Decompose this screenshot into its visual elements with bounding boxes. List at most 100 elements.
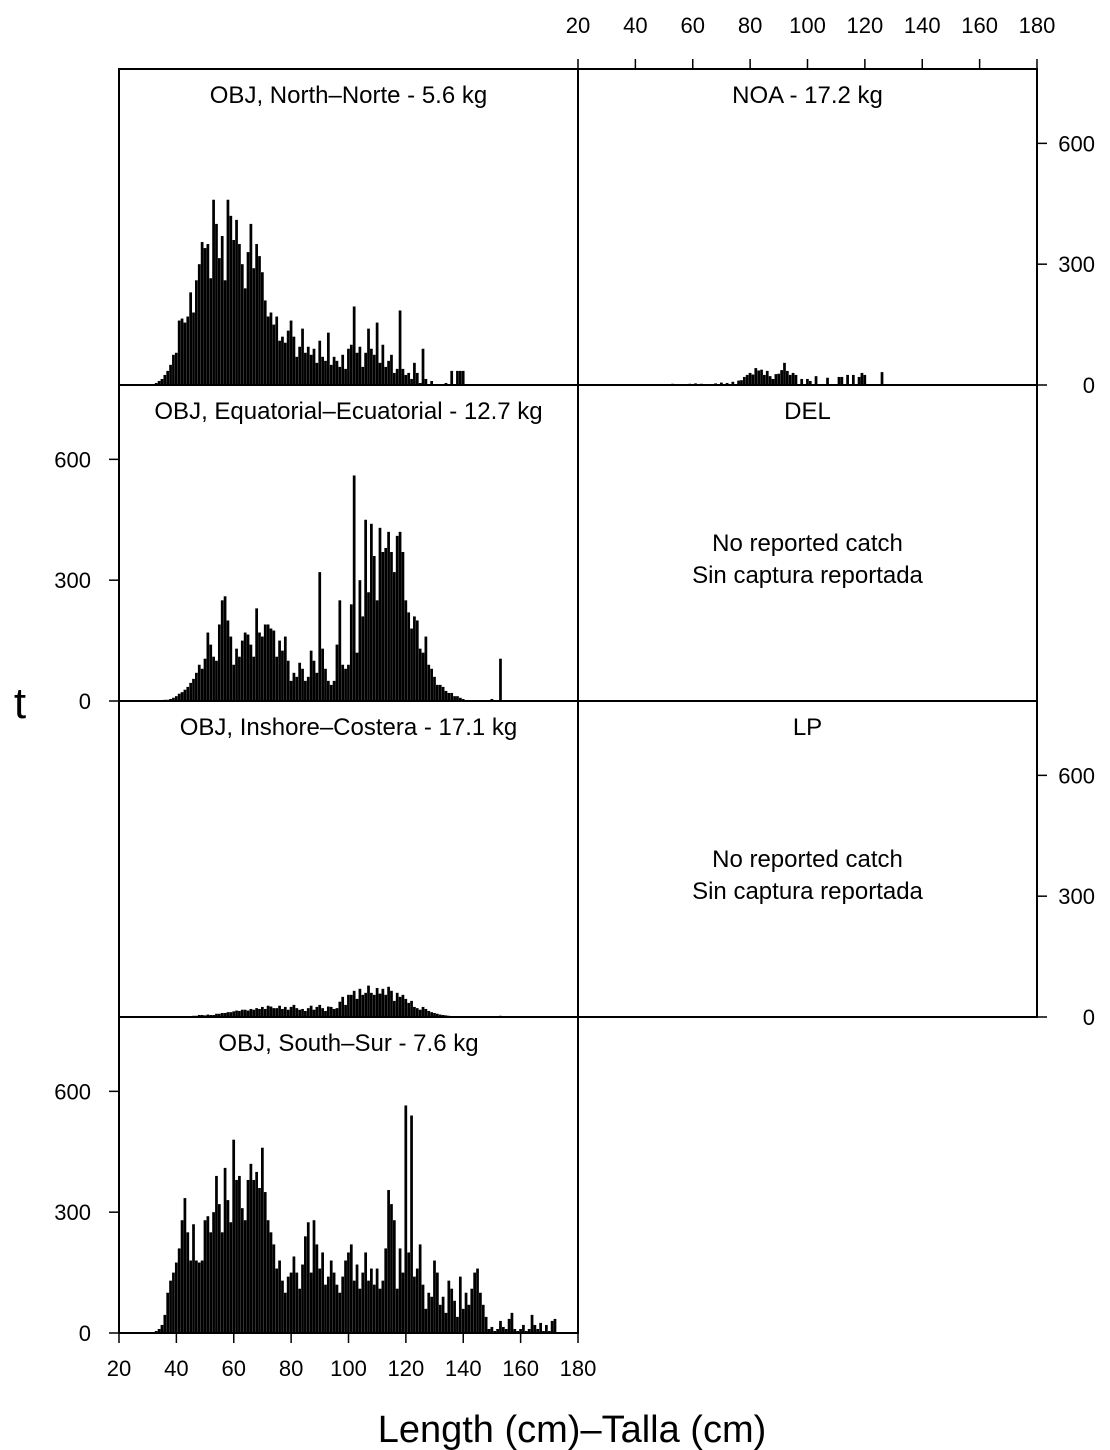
bar — [275, 1008, 279, 1017]
bar — [381, 551, 385, 701]
bar — [461, 1308, 465, 1333]
bar — [289, 680, 293, 701]
bar — [215, 223, 218, 385]
bar — [387, 531, 390, 701]
bar — [304, 680, 307, 701]
bar — [441, 1014, 445, 1017]
bar — [335, 644, 339, 701]
bar — [269, 628, 273, 701]
bar — [372, 354, 376, 385]
bar — [332, 680, 336, 701]
bar — [283, 342, 287, 385]
bar — [347, 1252, 350, 1333]
bar — [765, 370, 769, 385]
bar — [329, 364, 333, 385]
bar — [269, 1006, 273, 1017]
bar — [427, 1010, 431, 1017]
bar — [484, 1316, 488, 1333]
bar — [390, 354, 393, 385]
bar — [172, 697, 175, 701]
bar — [315, 672, 319, 701]
bar — [295, 1272, 299, 1333]
bar — [398, 1248, 402, 1333]
bar — [338, 1292, 342, 1333]
bar — [318, 1004, 322, 1017]
bar — [243, 1220, 247, 1333]
bar — [450, 370, 454, 385]
bar — [857, 376, 861, 385]
bar — [447, 692, 451, 701]
x-tick-label: 20 — [566, 13, 590, 38]
bar — [748, 372, 752, 385]
bar — [349, 344, 353, 385]
bar — [229, 215, 233, 385]
bar — [390, 1204, 393, 1333]
bar — [183, 689, 187, 701]
bar — [421, 1006, 425, 1017]
bar — [418, 1009, 422, 1017]
bar — [433, 1260, 436, 1333]
bar — [421, 1284, 425, 1333]
bar — [372, 994, 376, 1017]
bar — [166, 370, 170, 385]
bar — [326, 1276, 330, 1333]
bars-noa — [671, 362, 884, 385]
panel-title: OBJ, Equatorial–Ecuatorial - 12.7 kg — [154, 398, 542, 425]
bar — [215, 660, 218, 701]
bar — [458, 1276, 462, 1333]
bar — [335, 360, 339, 385]
bar — [464, 1292, 468, 1333]
bar — [390, 990, 393, 1017]
bar — [364, 992, 368, 1017]
bar — [298, 1288, 302, 1333]
bar — [427, 1292, 431, 1333]
y-tick-label: 0 — [79, 689, 91, 714]
x-tick-label: 100 — [789, 13, 826, 38]
panel-obj-south: OBJ, South–Sur - 7.6 kg 0 300 600 — [54, 1016, 579, 1346]
bar — [281, 336, 284, 385]
x-tick-label: 160 — [502, 1356, 539, 1381]
bar — [410, 1115, 413, 1333]
bar — [223, 1012, 227, 1017]
bar — [539, 1322, 542, 1333]
bar — [395, 1288, 399, 1333]
bar — [177, 1248, 181, 1333]
bar — [476, 1268, 479, 1333]
bar — [309, 650, 313, 701]
bar — [249, 1008, 253, 1017]
x-tick-label: 20 — [107, 1356, 131, 1381]
bar — [246, 634, 250, 701]
bar — [433, 1012, 436, 1017]
bar — [516, 1330, 520, 1333]
bar — [266, 1220, 270, 1333]
bar — [473, 1272, 477, 1333]
bar — [338, 366, 342, 385]
bar — [315, 362, 319, 385]
bar — [166, 1292, 170, 1333]
bar — [169, 364, 172, 385]
bar — [335, 1008, 339, 1017]
x-tick-label: 60 — [681, 13, 705, 38]
bar — [261, 636, 264, 701]
bar — [252, 656, 256, 701]
bar — [283, 636, 287, 701]
bar — [249, 1163, 253, 1333]
bar — [499, 658, 502, 701]
bar — [504, 1328, 508, 1333]
bar — [243, 288, 247, 385]
bar — [266, 624, 270, 701]
bar — [281, 1280, 284, 1333]
bar — [413, 616, 416, 701]
panel-frame — [577, 68, 1038, 386]
bar — [172, 354, 175, 385]
bar — [289, 1272, 293, 1333]
bar — [536, 1328, 540, 1333]
bar — [410, 1000, 413, 1017]
bar — [479, 1292, 482, 1333]
bar — [771, 378, 775, 385]
bar — [286, 330, 290, 385]
bar — [487, 1328, 491, 1333]
bar — [223, 596, 227, 701]
bar — [533, 1324, 537, 1333]
bar — [444, 690, 448, 701]
